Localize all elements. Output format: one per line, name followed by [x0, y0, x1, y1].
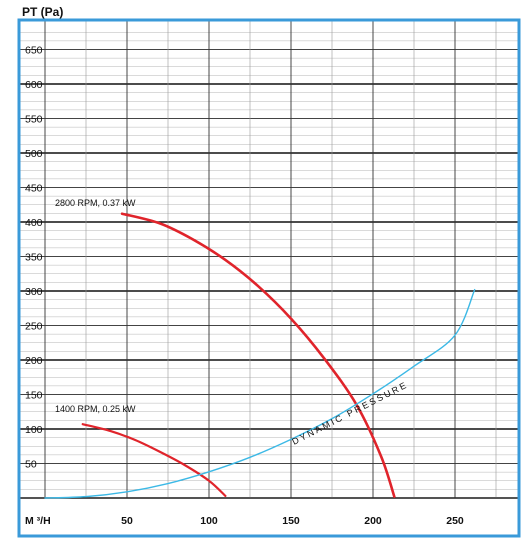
- x-tick-label: 200: [364, 515, 382, 527]
- label-2800-rpm: 2800 RPM, 0.37 kW: [55, 198, 136, 208]
- y-axis-label: PT (Pa): [22, 5, 63, 19]
- curves: [44, 212, 476, 499]
- curve-1400-rpm: [81, 423, 227, 498]
- x-tick-label: 50: [121, 515, 133, 527]
- y-tick-label: 650: [25, 45, 43, 57]
- x-axis-label: M ³/H: [25, 515, 51, 527]
- y-tick-label: 350: [25, 252, 43, 264]
- label-dynamic-pressure: DYNAMIC PRESSURE: [290, 379, 409, 446]
- curve-2800-rpm: [120, 212, 396, 498]
- y-tick-label: 100: [25, 424, 43, 436]
- y-tick-label: 50: [25, 459, 37, 471]
- x-tick-label: 150: [282, 515, 300, 527]
- grid: [19, 20, 519, 499]
- plot-frame: [17, 18, 521, 538]
- x-tick-label: 100: [200, 515, 218, 527]
- y-tick-label: 300: [25, 286, 43, 298]
- y-tick-label: 450: [25, 183, 43, 195]
- curve-labels: 2800 RPM, 0.37 kW 1400 RPM, 0.25 kW DYNAMI…: [55, 198, 410, 447]
- y-tick-label: 200: [25, 355, 43, 367]
- label-1400-rpm: 1400 RPM, 0.25 kW: [55, 404, 136, 414]
- x-tick-label: 250: [446, 515, 464, 527]
- y-tick-label: 600: [25, 79, 43, 91]
- curve-dynamic-pressure: [44, 288, 476, 499]
- y-tick-labels: 50 100 150 200 250 300 350 400 450 500 550 600 650: [25, 45, 43, 471]
- y-tick-label: 550: [25, 114, 43, 126]
- y-tick-label: 500: [25, 148, 43, 160]
- y-tick-label: 250: [25, 321, 43, 333]
- y-tick-label: 150: [25, 390, 43, 402]
- y-tick-label: 400: [25, 217, 43, 229]
- x-tick-labels: 50 100 150 200 250: [121, 515, 464, 527]
